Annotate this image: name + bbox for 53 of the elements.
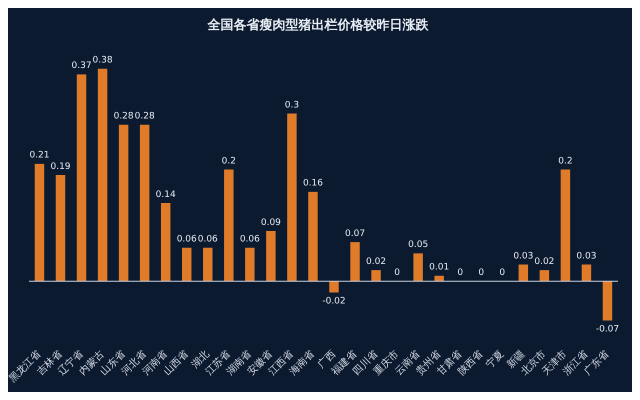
bar (434, 276, 444, 282)
bar (34, 164, 44, 282)
bar (140, 124, 150, 282)
data-label: 0 (457, 268, 464, 278)
data-label: 0.2 (558, 156, 573, 166)
data-label: 0.06 (176, 234, 198, 245)
data-label: 0.06 (198, 234, 218, 245)
data-label: 0 (478, 268, 484, 278)
data-label: 0.21 (29, 150, 50, 161)
bar (518, 264, 528, 282)
bar (560, 169, 570, 282)
data-label: 0.16 (302, 178, 324, 189)
bar (245, 248, 255, 282)
data-label: 0.06 (240, 234, 260, 245)
data-label: 0.02 (534, 256, 554, 267)
data-label: 0.05 (408, 240, 428, 250)
chart-title: 全国各省瘦肉型猪出栏价格较昨日涨跌 (206, 17, 430, 34)
bar (287, 114, 297, 282)
data-label: 0 (394, 268, 400, 278)
bar (413, 253, 423, 282)
bar (582, 264, 592, 282)
data-label: 0.14 (156, 190, 176, 200)
data-label: 0.37 (72, 61, 92, 72)
data-label: 0.03 (576, 251, 596, 262)
bar (160, 203, 170, 282)
data-label: 0.07 (345, 229, 366, 239)
bar (371, 270, 381, 282)
data-label: -0.07 (596, 324, 620, 334)
data-label: 0.03 (513, 251, 534, 262)
data-label: -0.02 (322, 296, 346, 306)
data-label: 0.09 (260, 218, 282, 228)
bar (118, 124, 128, 282)
data-label: 0 (499, 268, 506, 278)
bar (540, 270, 550, 282)
data-label: 0.19 (50, 162, 71, 172)
bar (602, 281, 612, 320)
bar (76, 74, 86, 282)
data-label: 0.01 (429, 262, 450, 273)
bar (266, 230, 276, 282)
bar (350, 242, 360, 282)
data-label: 0.28 (134, 112, 155, 122)
x-tick-label: 宁夏 (484, 348, 506, 371)
bar (224, 169, 234, 282)
bar (56, 175, 66, 282)
data-label: 0.28 (114, 112, 134, 122)
data-label: 0.38 (92, 56, 113, 66)
data-label: 0.02 (366, 256, 386, 267)
bar (98, 68, 108, 282)
bar (182, 248, 192, 282)
data-label: 0.3 (284, 100, 300, 110)
bar (308, 192, 318, 282)
data-label: 0.2 (222, 156, 236, 166)
bar (203, 248, 212, 282)
